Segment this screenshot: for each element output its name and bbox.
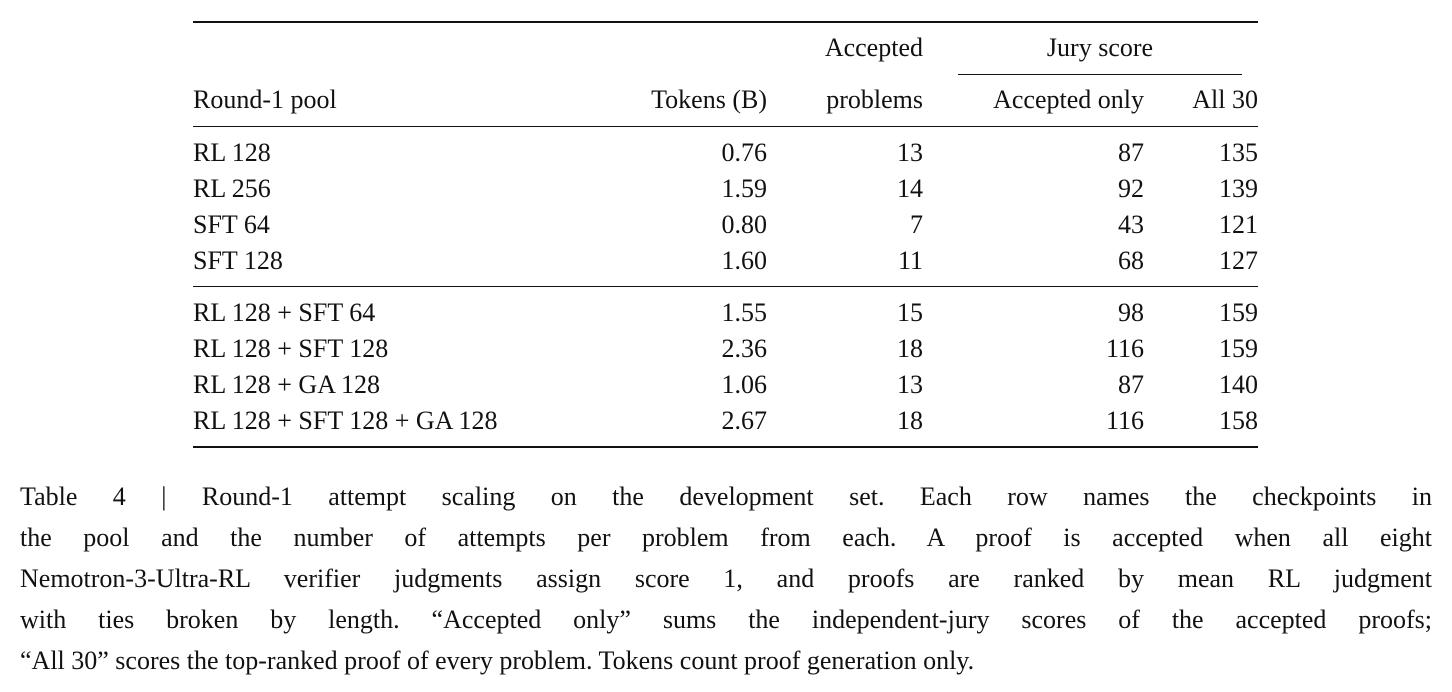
cell-value: 127 [1219, 246, 1258, 275]
row-label: SFT 128 [193, 246, 283, 275]
cell-value: 1.60 [721, 246, 768, 275]
row-label: RL 128 + GA 128 [193, 370, 381, 399]
row-label: RL 256 [193, 174, 271, 203]
cell-value: 98 [1118, 298, 1144, 327]
column-header: problems [826, 85, 923, 114]
row-label: SFT 64 [193, 210, 270, 239]
column-header: Round-1 pool [193, 85, 337, 114]
cell-value: 0.80 [721, 210, 768, 239]
caption-line: Nemotron-3-Ultra-RL verifier judgments a… [20, 564, 1432, 593]
cell-value: 13 [897, 138, 923, 167]
cell-value: 135 [1219, 138, 1258, 167]
cell-value: 87 [1118, 370, 1144, 399]
cell-value: 18 [897, 334, 923, 363]
cell-value: 116 [1105, 406, 1144, 435]
column-header: Accepted [824, 33, 923, 62]
caption-line: with ties broken by length. “Accepted on… [20, 605, 1432, 634]
row-label: RL 128 + SFT 128 + GA 128 [193, 406, 498, 435]
cell-value: 14 [897, 174, 923, 203]
cell-value: 139 [1219, 174, 1258, 203]
cell-value: 68 [1118, 246, 1144, 275]
cell-value: 159 [1219, 334, 1258, 363]
column-header: All 30 [1192, 85, 1258, 114]
cell-value: 2.36 [721, 334, 768, 363]
caption-line: “All 30” scores the top-ranked proof of … [20, 646, 975, 675]
cell-value: 1.55 [721, 298, 768, 327]
row-label: RL 128 + SFT 128 [193, 334, 389, 363]
caption-line: Table 4 | Round-1 attempt scaling on the… [20, 482, 1432, 511]
column-header: Accepted only [993, 85, 1144, 114]
cell-value: 158 [1219, 406, 1258, 435]
cell-value: 116 [1105, 334, 1144, 363]
group-rule [958, 74, 1242, 75]
cell-value: 11 [897, 246, 923, 275]
cell-value: 92 [1118, 174, 1144, 203]
bottom-rule [193, 446, 1258, 448]
cell-value: 43 [1118, 210, 1144, 239]
mid-rule [193, 286, 1258, 287]
cell-value: 13 [897, 370, 923, 399]
cell-value: 1.06 [721, 370, 768, 399]
group-header: Jury score [1046, 33, 1154, 62]
cell-value: 159 [1219, 298, 1258, 327]
row-label: RL 128 + SFT 64 [193, 298, 376, 327]
cell-value: 121 [1219, 210, 1258, 239]
cell-value: 2.67 [721, 406, 768, 435]
row-label: RL 128 [193, 138, 271, 167]
cell-value: 7 [910, 210, 923, 239]
cell-value: 1.59 [721, 174, 768, 203]
cell-value: 15 [897, 298, 923, 327]
cell-value: 18 [897, 406, 923, 435]
header-rule [193, 126, 1258, 127]
caption-line: the pool and the number of attempts per … [20, 523, 1432, 552]
top-rule [193, 21, 1258, 23]
cell-value: 140 [1219, 370, 1258, 399]
column-header: Tokens (B) [651, 85, 767, 114]
cell-value: 87 [1118, 138, 1144, 167]
cell-value: 0.76 [721, 138, 768, 167]
